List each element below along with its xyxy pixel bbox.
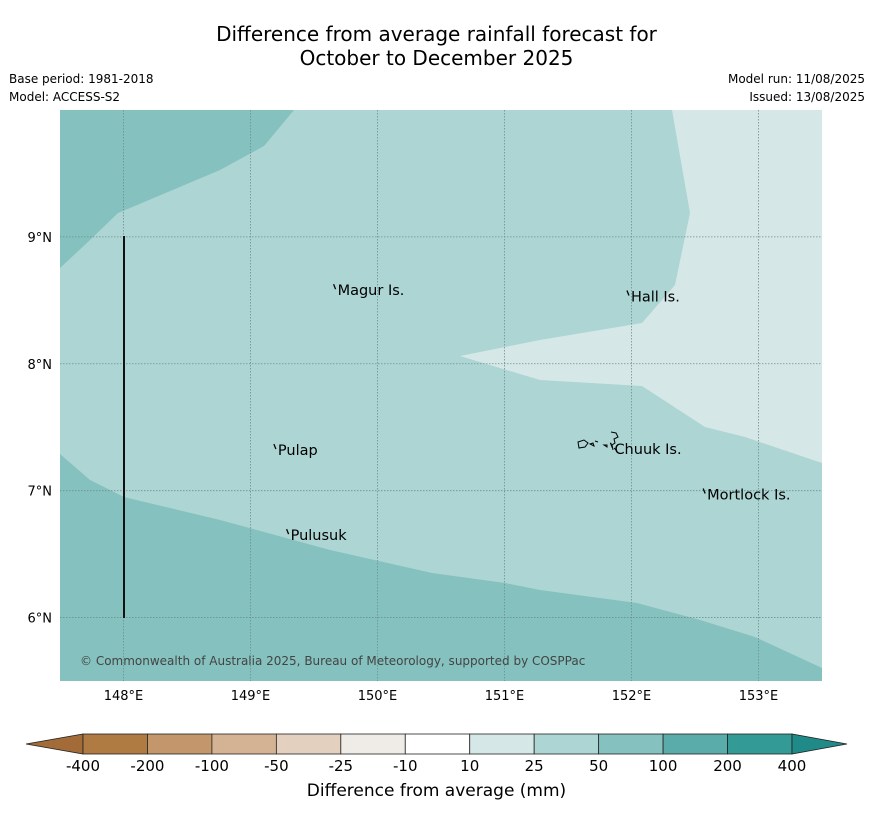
x-tick-label: 149°E (231, 689, 271, 704)
forecast-regions (60, 110, 822, 681)
colorbar-tick-label: -50 (264, 757, 289, 775)
region-50-100mm-northwest (60, 110, 294, 268)
model-name: Model: ACCESS-S2 (9, 90, 121, 104)
place-marker (332, 283, 337, 290)
colorbar-tick-label: 25 (525, 757, 544, 775)
y-tick-label: 8°N (28, 358, 53, 373)
model-run: Model run: 11/08/2025 (727, 72, 865, 86)
colorbar-tick-label: 10 (460, 757, 479, 775)
place-label: Mortlock Is. (707, 487, 790, 503)
x-tick-label: 150°E (358, 689, 398, 704)
y-tick-label: 7°N (28, 485, 53, 500)
place-label: Chuuk Is. (614, 442, 681, 458)
colorbar-box (727, 733, 793, 755)
colorbar-tick-label: -25 (329, 757, 354, 775)
place-marker (702, 488, 706, 494)
colorbar-tick-label: -400 (66, 757, 100, 775)
colorbar-tick-label: -200 (130, 757, 164, 775)
colorbar-box (147, 733, 213, 755)
colorbar-box (82, 733, 148, 755)
legend-colorbar: -400 -200 -100 -50 -25 -10 10 25 50 100 200 400 (25, 733, 848, 775)
colorbar-tick-label: 50 (589, 757, 608, 775)
colorbar-tick-label: -10 (393, 757, 418, 775)
copyright-text: © Commonwealth of Australia 2025, Bureau… (80, 654, 585, 668)
y-axis-ticks: 6°N 7°N 8°N 9°N (28, 231, 53, 627)
colorbar-box (598, 733, 664, 755)
colorbar-tick-label: -100 (195, 757, 229, 775)
base-period: Base period: 1981-2018 (9, 72, 154, 86)
x-tick-label: 151°E (485, 689, 525, 704)
place-marker (273, 443, 277, 450)
meta-right: Model run: 11/08/2025 Issued: 13/08/2025 (728, 70, 865, 106)
place-marker (285, 528, 290, 535)
colorbar-box (275, 733, 342, 755)
place-label: Pulusuk (291, 528, 348, 544)
x-tick-label: 153°E (739, 689, 779, 704)
colorbar-tick-label: 100 (649, 757, 678, 775)
colorbar-box (533, 733, 600, 755)
colorbar-box (404, 733, 471, 755)
colorbar-tick-label: 200 (713, 757, 742, 775)
map-title: Difference from average rainfall forecas… (0, 22, 873, 70)
place-marker (609, 442, 614, 449)
colorbar-box (662, 733, 728, 755)
place-markers: Magur Is. Hall Is. Pulap Chuuk Is. Mortlock … (273, 283, 791, 544)
x-axis-ticks: 148°E 149°E 150°E 151°E 152°E 153°E (104, 689, 779, 704)
y-tick-label: 6°N (28, 612, 53, 627)
title-line-1: Difference from average rainfall forecas… (216, 22, 657, 46)
x-tick-label: 148°E (104, 689, 144, 704)
colorbar-tick-label: 400 (778, 757, 807, 775)
colorbar-extend-low (25, 733, 84, 755)
place-label: Magur Is. (338, 283, 405, 299)
region-10-25mm-northeast (460, 110, 822, 463)
y-tick-label: 9°N (28, 231, 53, 246)
colorbar-box (211, 733, 277, 755)
place-label: Hall Is. (631, 290, 680, 306)
place-label: Pulap (278, 443, 318, 459)
legend-title: Difference from average (mm) (306, 781, 567, 801)
x-tick-label: 152°E (612, 689, 652, 704)
colorbar-extend-high (791, 733, 848, 755)
title-line-2: October to December 2025 (299, 46, 574, 70)
place-marker (626, 290, 630, 296)
colorbar-box (469, 733, 535, 755)
issued-date: Issued: 13/08/2025 (749, 90, 865, 104)
colorbar-box (340, 733, 406, 755)
meta-left: Base period: 1981-2018 Model: ACCESS-S2 (9, 70, 154, 106)
